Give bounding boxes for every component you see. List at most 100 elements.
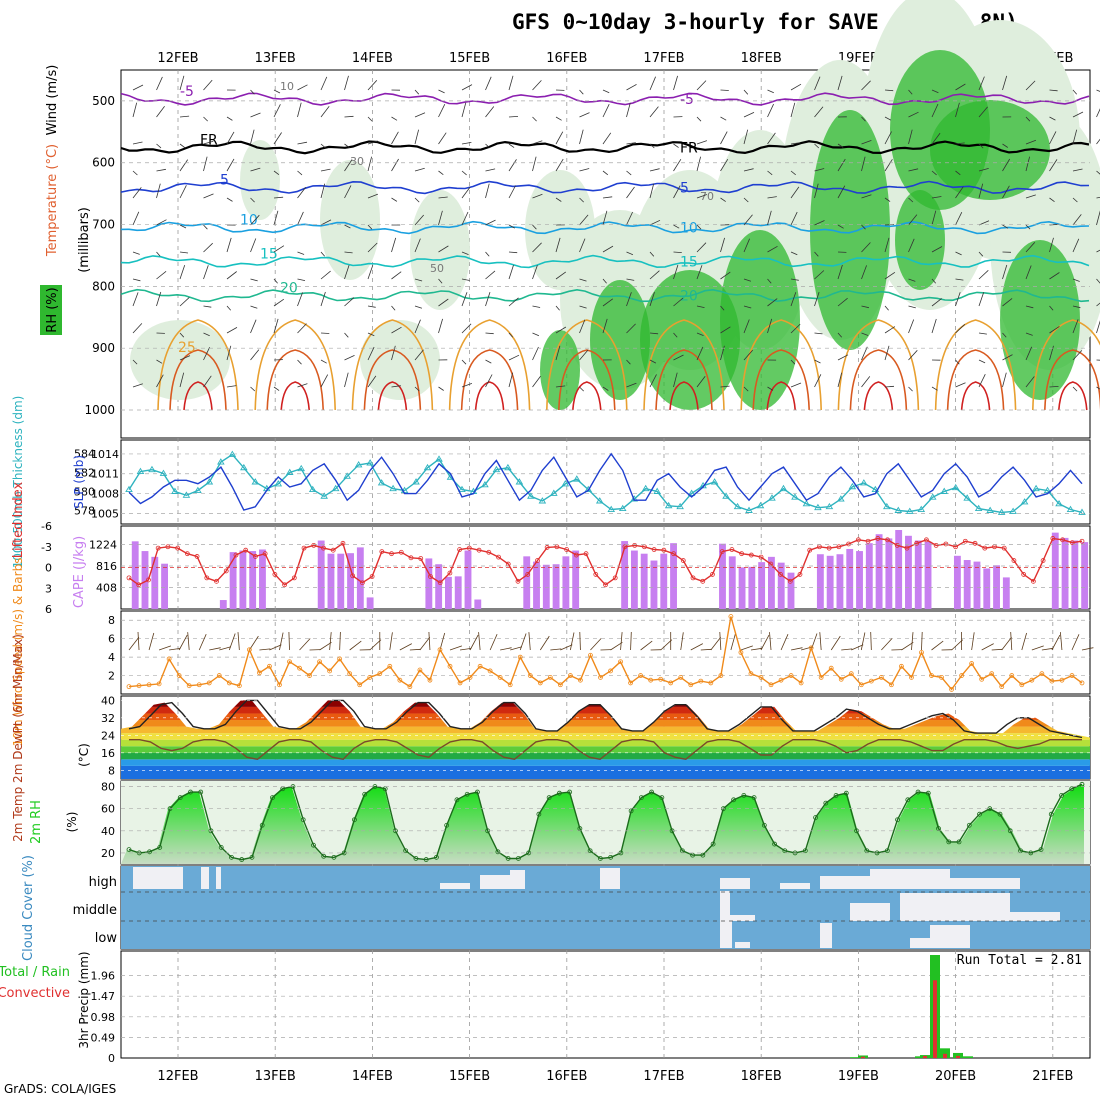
li-line-marker xyxy=(515,578,521,584)
cape-bar xyxy=(728,556,736,609)
wind-speed-line-marker xyxy=(226,680,232,686)
wind-barb xyxy=(673,264,679,280)
wind-barb xyxy=(767,318,773,334)
thickness-line-marker xyxy=(733,502,742,510)
cape-tick-label: 816 xyxy=(96,560,117,573)
isotherm-35-arch xyxy=(1058,381,1088,411)
isotherm-line xyxy=(120,254,1090,269)
wind-barb xyxy=(1049,326,1060,334)
rh-high-fill xyxy=(720,230,800,410)
li-line-marker xyxy=(1001,545,1007,551)
wind-barb xyxy=(508,75,514,91)
wind-barb xyxy=(978,292,985,307)
surface-wind-barb xyxy=(228,633,236,651)
wind-barb xyxy=(461,211,469,226)
wind-barb xyxy=(132,187,142,199)
wind-barb xyxy=(438,318,443,334)
wind-barb xyxy=(1072,319,1079,334)
surface-wind-barb xyxy=(991,648,1003,651)
surface-wind-barb xyxy=(971,632,975,651)
wind-barb xyxy=(696,116,702,122)
rh-line-marker xyxy=(925,790,931,796)
bottom-date-label: 13FEB xyxy=(255,1069,296,1084)
li-line-marker xyxy=(311,542,317,548)
wind-speed-line-marker xyxy=(267,663,272,669)
wind-barb xyxy=(579,349,589,361)
wind-barb xyxy=(579,168,590,172)
li-line-marker xyxy=(1050,536,1056,541)
thickness-tick-label: 578 xyxy=(74,505,95,518)
wind-barb xyxy=(931,318,937,334)
rh-line-marker xyxy=(638,795,644,800)
wind-barb xyxy=(508,224,515,229)
wind-speed-line-marker xyxy=(317,659,323,665)
pressure-tick-label: 500 xyxy=(92,94,115,108)
surface-wind-barb xyxy=(539,635,550,651)
thickness-line-marker xyxy=(722,492,730,499)
rh-line-marker xyxy=(413,856,419,861)
wind-barb xyxy=(226,237,232,253)
wind-barb xyxy=(767,210,772,226)
slp-tick-label: 1011 xyxy=(91,468,119,481)
isotherm-30-arch xyxy=(752,349,810,411)
wind-barb xyxy=(790,170,796,176)
wind-barb xyxy=(696,332,704,336)
surface-wind-barb xyxy=(841,648,853,651)
temp-band xyxy=(121,752,1090,760)
wind-barb xyxy=(438,104,446,118)
wind-barb xyxy=(931,132,941,145)
wind-barb xyxy=(1002,298,1013,307)
cloud-block xyxy=(480,875,510,889)
wind-barb xyxy=(908,168,919,172)
wind-speed-line-marker xyxy=(126,684,132,690)
wind-barb xyxy=(414,112,426,118)
cloud-row-label: high xyxy=(89,875,117,890)
thickness-line-marker xyxy=(228,450,237,457)
rh-contour-label: 50 xyxy=(430,262,444,275)
wind-barb xyxy=(767,132,776,145)
wind-barb xyxy=(532,265,538,280)
run-total-label: Run Total = 2.81 xyxy=(957,953,1082,968)
thickness-line-marker xyxy=(136,467,145,474)
cloud-block xyxy=(900,893,1010,921)
wind-barb xyxy=(1049,116,1056,121)
wind-barb xyxy=(156,374,164,388)
wind-speed-line-marker xyxy=(989,671,995,677)
surface-wind-barb xyxy=(269,644,282,651)
surface-wind-barb xyxy=(237,632,240,651)
wind-barb xyxy=(273,104,281,118)
wind-barb xyxy=(250,167,261,172)
wind-barb xyxy=(908,197,914,203)
li-line-marker xyxy=(184,551,190,557)
li-line-marker xyxy=(165,544,171,550)
wind-barb xyxy=(555,345,561,361)
wind-barb xyxy=(579,305,587,309)
wind-barb xyxy=(1096,249,1100,253)
thickness-line-marker xyxy=(573,475,581,482)
thickness-line-marker xyxy=(883,502,891,510)
wind-barb xyxy=(1002,185,1010,199)
wind-barb xyxy=(673,185,681,199)
wind-barb xyxy=(297,251,305,255)
wind-barb xyxy=(461,292,468,307)
wind-barb xyxy=(344,115,354,118)
precip-tick-label: 1.96 xyxy=(91,970,116,983)
bottom-date-label: 15FEB xyxy=(449,1069,490,1084)
li-line-marker xyxy=(272,572,278,577)
li-line-marker xyxy=(136,582,142,588)
surface-wind-barb xyxy=(299,638,311,651)
wind-barb xyxy=(931,103,939,118)
rh-line-marker xyxy=(1059,792,1064,798)
wind-barb xyxy=(297,102,302,118)
wind-barb xyxy=(250,197,255,203)
wind-barb xyxy=(367,332,375,337)
surface-wind-barb xyxy=(158,645,172,651)
surface-wind-barb xyxy=(710,636,722,651)
wind-barb xyxy=(814,143,820,149)
surface-wind-barb xyxy=(178,634,188,651)
wind-barb xyxy=(978,251,984,257)
surface-wind-barb xyxy=(1081,647,1094,651)
rh-high-fill xyxy=(540,330,580,410)
thickness-line-marker xyxy=(710,478,719,485)
wind-speed-line-marker xyxy=(738,650,744,655)
